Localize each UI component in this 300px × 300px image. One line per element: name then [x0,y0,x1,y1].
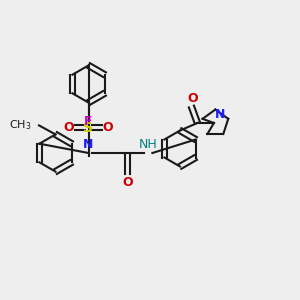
Text: O: O [103,121,113,134]
Text: O: O [64,121,74,134]
Text: NH: NH [139,139,158,152]
Text: O: O [187,92,198,105]
Text: S: S [83,121,94,134]
Text: O: O [122,176,133,188]
Text: N: N [83,139,94,152]
Text: N: N [214,109,225,122]
Text: F: F [84,115,93,128]
Text: CH$_3$: CH$_3$ [9,118,32,132]
